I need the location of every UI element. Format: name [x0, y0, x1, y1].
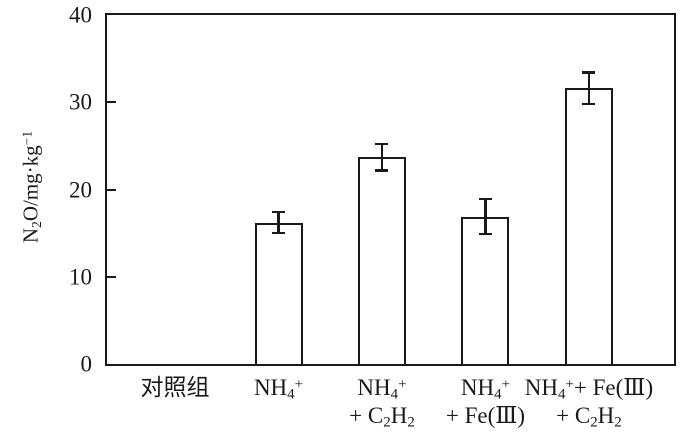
- x-category-label-line: NH4+: [253, 375, 304, 403]
- error-bar-cap: [478, 232, 492, 236]
- x-category-label-2: NH4+ + C2H2: [287, 374, 477, 430]
- y-tick-label: 40: [69, 2, 92, 28]
- x-category-label-4: NH4++ Fe(Ⅲ) + C2H2: [494, 374, 684, 430]
- bar-2: [357, 157, 406, 364]
- x-category-label-line: NH4+: [357, 375, 407, 403]
- error-bar-cap: [272, 231, 286, 235]
- error-bar-stem: [484, 199, 487, 234]
- error-bar-stem: [587, 72, 591, 104]
- bar-3: [461, 216, 510, 364]
- error-bar-cap: [375, 142, 389, 146]
- y-tick-label: 0: [80, 351, 93, 377]
- x-category-label-line: + Fe(Ⅲ): [445, 403, 526, 428]
- error-bar-cap: [582, 102, 596, 106]
- error-bar-cap: [478, 197, 492, 201]
- bar-1: [254, 222, 303, 364]
- x-category-label-line: 对照组: [140, 375, 210, 400]
- x-category-label-line: + C2H2: [349, 403, 415, 431]
- x-category-label-0: 对照组: [80, 374, 270, 402]
- y-tick-label: 30: [69, 89, 92, 115]
- error-bar-stem: [380, 144, 384, 171]
- bar-4: [564, 88, 613, 364]
- x-category-label-line: NH4+: [460, 375, 511, 403]
- error-bar-cap: [375, 169, 389, 172]
- error-bar-cap: [582, 71, 596, 74]
- x-category-label-line: NH4++ Fe(Ⅲ): [524, 375, 654, 403]
- y-axis-tick: [107, 188, 116, 191]
- y-tick-label: 10: [69, 264, 92, 290]
- plot-area: [105, 13, 676, 366]
- x-category-label-3: NH4+ + Fe(Ⅲ): [390, 374, 580, 430]
- y-axis-tick: [107, 101, 116, 104]
- y-tick-label: 20: [69, 177, 92, 202]
- y-axis-tick: [107, 275, 116, 278]
- x-category-label-1: NH4+: [184, 374, 374, 402]
- error-bar-cap: [272, 210, 286, 214]
- error-bar-stem: [277, 212, 280, 234]
- x-category-label-line: + C2H2: [556, 403, 622, 431]
